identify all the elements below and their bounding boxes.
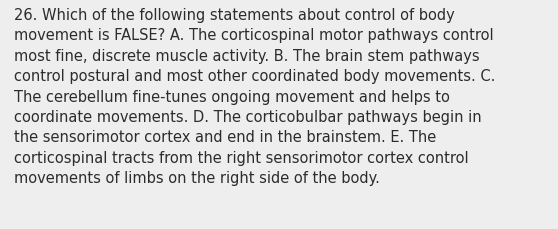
Text: 26. Which of the following statements about control of body
movement is FALSE? A: 26. Which of the following statements ab… xyxy=(14,8,496,185)
